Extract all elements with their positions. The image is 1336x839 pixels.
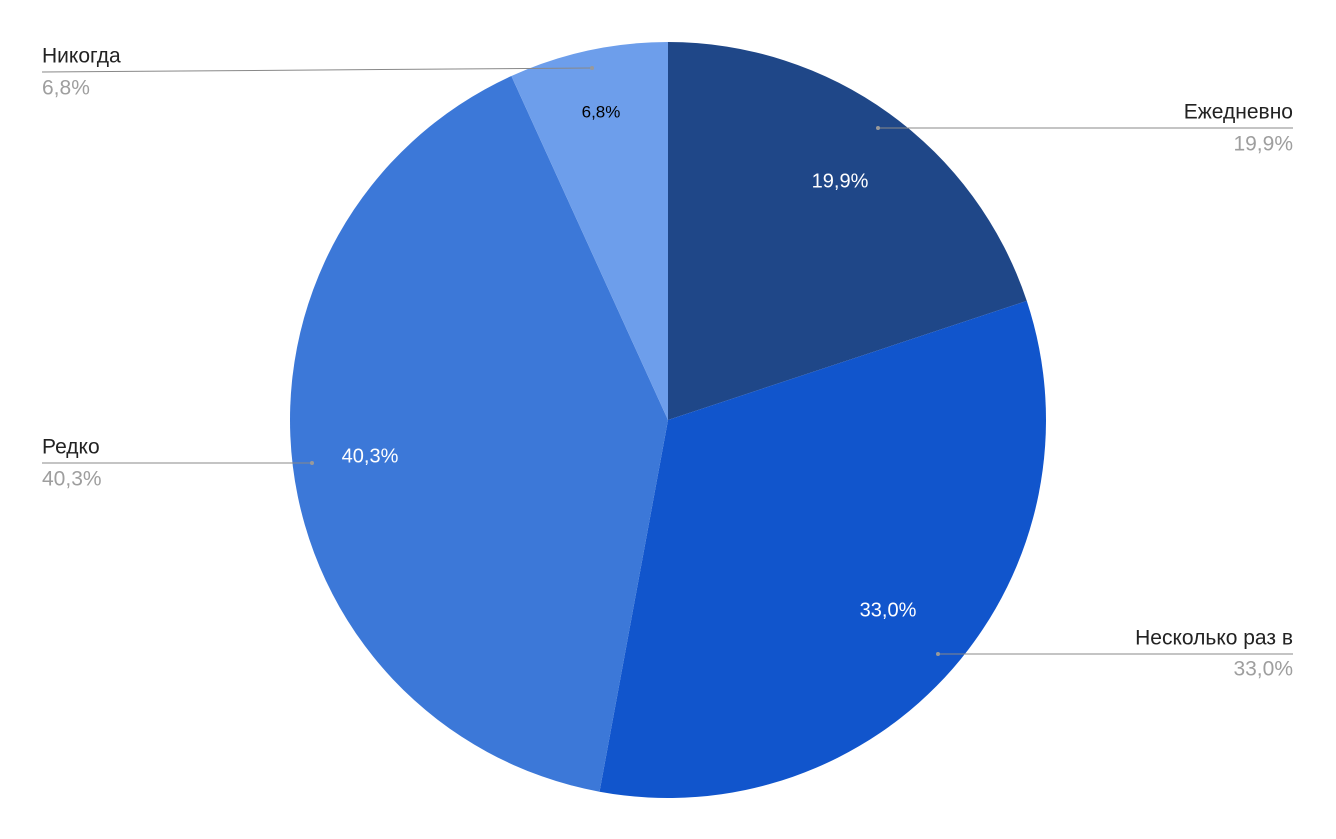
slice-label: 40,3%: [342, 445, 399, 467]
pie-slice: [599, 300, 1046, 798]
pie-slice: [289, 75, 668, 792]
slice-label: 19,9%: [812, 170, 869, 192]
legend-value: 19,9%: [1233, 133, 1293, 156]
legend-value: 40,3%: [42, 468, 102, 491]
legend-value: 6,8%: [42, 77, 90, 100]
legend-label: Ежедневно: [1184, 101, 1293, 124]
leader-dot: [590, 66, 594, 70]
pie-slice: [668, 42, 1027, 420]
slice-label: 6,8%: [582, 102, 621, 121]
pie-slice: [511, 42, 668, 420]
slice-label: 33,0%: [860, 599, 917, 621]
leader-dot: [876, 126, 880, 130]
legend-label: Несколько раз в: [1135, 627, 1293, 650]
leader-line: [41, 67, 593, 73]
leader-dot: [936, 652, 940, 656]
legend-label: Редко: [42, 436, 100, 459]
leader-dot: [310, 461, 314, 465]
legend-label: Никогда: [42, 45, 121, 68]
legend-value: 33,0%: [1233, 658, 1293, 681]
